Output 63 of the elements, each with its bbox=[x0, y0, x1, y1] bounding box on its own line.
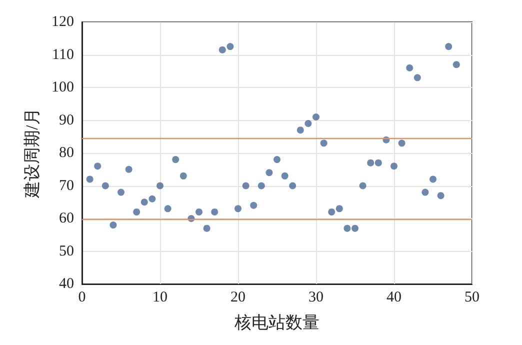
x-tick-label: 50 bbox=[464, 290, 480, 306]
point bbox=[258, 182, 265, 190]
point bbox=[133, 208, 140, 216]
point bbox=[281, 172, 288, 180]
point bbox=[86, 176, 94, 183]
point bbox=[242, 182, 250, 190]
point bbox=[445, 43, 452, 50]
y-tick-label: 50 bbox=[59, 243, 74, 260]
point bbox=[180, 172, 187, 180]
point bbox=[296, 126, 304, 134]
point bbox=[118, 188, 124, 196]
point bbox=[218, 46, 226, 54]
x-tick-label: 40 bbox=[386, 290, 402, 306]
point bbox=[156, 182, 164, 190]
point bbox=[390, 162, 398, 170]
y-tick-label: 80 bbox=[59, 145, 74, 161]
point bbox=[274, 156, 280, 164]
y-tick-label: 120 bbox=[52, 14, 74, 30]
point bbox=[367, 159, 374, 166]
point bbox=[164, 205, 172, 212]
y-tick-label: 40 bbox=[59, 276, 74, 292]
point bbox=[110, 222, 117, 229]
point bbox=[352, 224, 358, 232]
point bbox=[374, 159, 382, 166]
point bbox=[125, 166, 132, 173]
point bbox=[304, 120, 312, 128]
point bbox=[398, 140, 406, 147]
point bbox=[148, 195, 156, 202]
point bbox=[452, 61, 460, 68]
y-tick-label: 60 bbox=[59, 210, 74, 226]
point bbox=[140, 198, 148, 206]
x-tick-label: 0 bbox=[78, 290, 86, 306]
point bbox=[406, 64, 414, 72]
point bbox=[437, 192, 444, 200]
point bbox=[234, 205, 242, 212]
point bbox=[94, 162, 102, 170]
point bbox=[250, 202, 258, 209]
y-tick-label: 100 bbox=[52, 80, 74, 96]
point bbox=[102, 182, 109, 190]
point bbox=[203, 224, 210, 232]
point bbox=[344, 224, 351, 232]
y-tick-label: 90 bbox=[59, 112, 74, 128]
x-tick-label: 30 bbox=[308, 290, 324, 306]
point bbox=[172, 156, 180, 164]
point bbox=[414, 74, 421, 82]
point bbox=[359, 182, 366, 190]
point bbox=[196, 208, 202, 216]
point bbox=[312, 113, 320, 120]
point bbox=[422, 188, 429, 196]
x-axis-title: 核电站数量 bbox=[234, 313, 320, 332]
y-tick-label: 70 bbox=[59, 178, 74, 194]
y-tick-label: 110 bbox=[52, 46, 74, 63]
point bbox=[289, 182, 296, 190]
point bbox=[430, 176, 436, 183]
point bbox=[211, 208, 218, 216]
x-tick-label: 20 bbox=[230, 290, 246, 306]
point bbox=[336, 205, 343, 212]
point bbox=[328, 208, 336, 216]
x-tick-label: 10 bbox=[152, 290, 168, 306]
point bbox=[266, 169, 273, 176]
point bbox=[226, 43, 234, 50]
y-axis-title: 建设周期/月 bbox=[22, 108, 42, 199]
point bbox=[320, 140, 328, 147]
